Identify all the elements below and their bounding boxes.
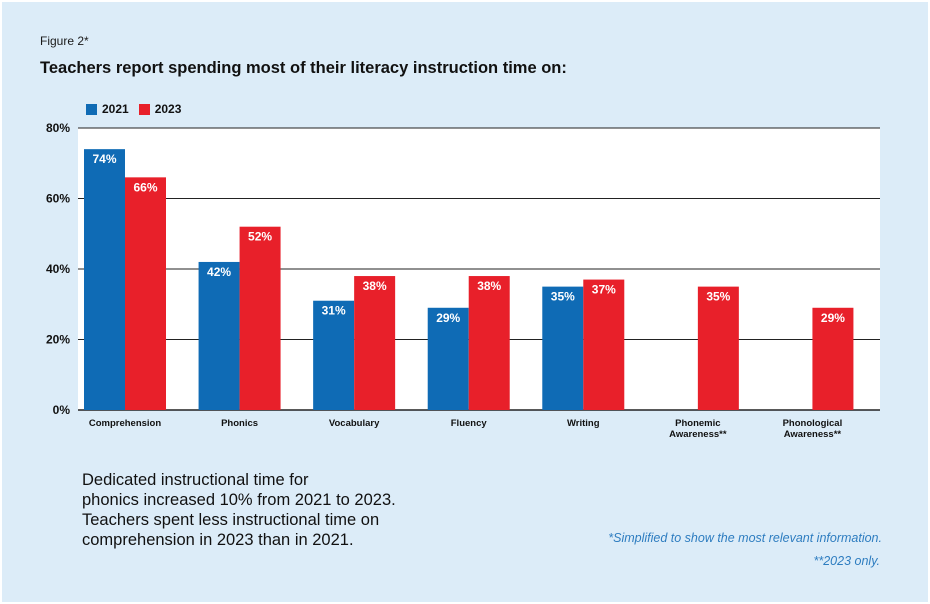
legend-label-2021: 2021 [102,102,129,116]
data-label: 29% [821,311,845,325]
footnote-2023-only: **2023 only. [813,554,881,568]
bar-2021 [427,307,469,410]
bar-2021 [84,149,125,410]
caption-line: phonics increased 10% from 2021 to 2023. [82,491,396,509]
legend-label-2023: 2023 [154,102,182,116]
legend-item-2021: 2021 [86,102,129,116]
data-label: 35% [551,290,575,304]
bar-2023 [354,276,396,410]
data-label: 38% [363,279,387,293]
data-label: 42% [207,265,231,279]
figure-label: Figure 2* [40,34,89,48]
bar-2021 [198,261,240,410]
data-label: 35% [706,290,730,304]
y-tick-label: 40% [46,262,70,276]
x-tick-label: Awareness** [784,429,842,440]
caption-line: Teachers spent less instructional time o… [82,511,380,529]
bar-2023 [239,226,281,410]
x-tick-label: Phonemic [675,418,720,429]
legend-swatch-2021 [86,103,97,115]
bar-2023 [583,279,625,410]
data-label: 31% [322,304,346,318]
x-tick-label: Phonological [783,418,843,429]
chart-title: Teachers report spending most of their l… [40,59,567,77]
x-tick-label: Comprehension [89,418,162,429]
caption-line: Dedicated instructional time for [82,471,309,489]
x-tick-label: Phonics [221,418,258,429]
bar-2023 [125,177,166,410]
bar-2021 [542,286,584,410]
chart-legend: 2021 2023 [86,102,191,116]
bar-2023 [812,307,854,410]
chart-caption: Dedicated instructional time for phonics… [82,470,396,550]
y-tick-label: 0% [53,403,71,417]
y-tick-label: 80% [46,121,70,135]
bar-2023 [697,286,739,410]
bar-2021 [313,300,355,410]
y-tick-label: 20% [46,333,70,347]
legend-item-2023: 2023 [138,102,182,116]
x-tick-label: Awareness** [669,429,727,440]
data-label: 38% [477,279,501,293]
data-label: 37% [592,283,616,297]
x-tick-label: Vocabulary [329,418,380,429]
y-tick-label: 60% [46,192,70,206]
bar-2023 [468,276,510,410]
x-tick-label: Fluency [451,418,488,429]
legend-swatch-2023 [138,103,150,115]
footnote-simplified: *Simplified to show the most relevant in… [608,531,882,545]
caption-line: comprehension in 2023 than in 2021. [82,531,354,549]
x-tick-label: Writing [567,418,600,429]
data-label: 29% [436,311,460,325]
data-label: 74% [92,152,116,166]
data-label: 66% [133,180,157,194]
data-label: 52% [248,230,272,244]
